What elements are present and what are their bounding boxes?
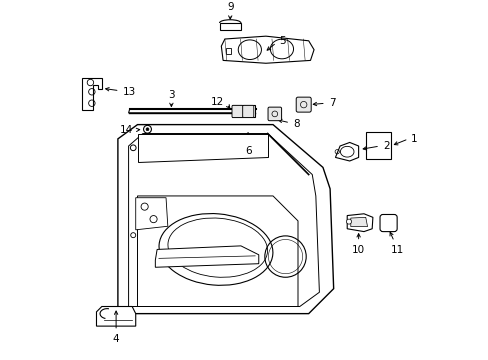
Polygon shape <box>225 48 230 54</box>
Text: 13: 13 <box>122 87 136 97</box>
Text: 4: 4 <box>113 334 119 344</box>
Circle shape <box>146 128 149 131</box>
Polygon shape <box>128 109 255 113</box>
Circle shape <box>346 219 351 224</box>
Polygon shape <box>221 36 313 63</box>
FancyBboxPatch shape <box>379 215 396 231</box>
Text: 3: 3 <box>168 90 174 100</box>
Text: 11: 11 <box>390 245 403 255</box>
Polygon shape <box>137 134 267 162</box>
Polygon shape <box>118 125 333 314</box>
Polygon shape <box>137 196 297 306</box>
Polygon shape <box>231 105 255 117</box>
Polygon shape <box>136 198 167 230</box>
Text: 6: 6 <box>244 146 251 156</box>
Text: 14: 14 <box>120 125 133 135</box>
Text: 9: 9 <box>226 2 233 12</box>
Polygon shape <box>96 306 136 326</box>
Polygon shape <box>335 143 358 161</box>
FancyBboxPatch shape <box>231 105 243 117</box>
Text: 8: 8 <box>292 118 299 129</box>
FancyBboxPatch shape <box>242 105 253 117</box>
Text: 7: 7 <box>328 98 335 108</box>
Polygon shape <box>346 214 372 231</box>
Polygon shape <box>82 78 102 111</box>
FancyBboxPatch shape <box>267 107 281 121</box>
FancyBboxPatch shape <box>296 97 310 112</box>
Text: 1: 1 <box>409 134 416 144</box>
Text: 2: 2 <box>382 141 389 151</box>
Polygon shape <box>155 246 258 267</box>
Polygon shape <box>350 217 367 226</box>
Polygon shape <box>219 23 241 30</box>
Polygon shape <box>365 132 390 159</box>
Text: 10: 10 <box>351 245 365 255</box>
Polygon shape <box>128 134 319 306</box>
Text: 12: 12 <box>210 97 224 107</box>
Text: 5: 5 <box>279 36 285 46</box>
